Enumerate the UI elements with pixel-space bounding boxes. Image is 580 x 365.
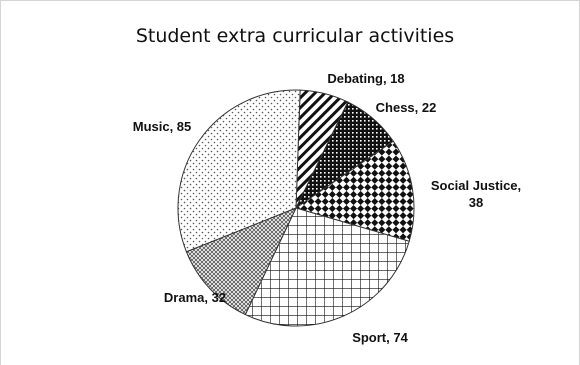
pie-slices: [177, 89, 415, 327]
pie-label-social-justice: Social Justice, 38: [431, 178, 521, 210]
chart-title: Student extra curricular activities: [136, 25, 454, 47]
pie-label-chess: Chess, 22: [376, 100, 437, 115]
pie-slice-drama: [185, 207, 297, 316]
pie-labels: Debating, 18 Chess, 22 Social Justice, 38 Sp…: [133, 71, 521, 345]
pie-label-line: Social Justice,: [431, 178, 521, 193]
pie-label-line: 38: [469, 195, 483, 210]
pie-label-sport: Sport, 74: [352, 330, 408, 345]
pie-label-line: Drama, 32: [164, 290, 226, 305]
pie-label-music: Music, 85: [133, 119, 192, 134]
pie-label-drama: Drama, 32: [164, 290, 226, 305]
pie-label-line: Sport, 74: [352, 330, 408, 345]
pie-label-debating: Debating, 18: [327, 71, 404, 86]
pie-slice-music: [177, 89, 301, 253]
pie-label-line: Debating, 18: [327, 71, 404, 86]
pie-label-line: Chess, 22: [376, 100, 437, 115]
pie-label-line: Music, 85: [133, 119, 192, 134]
pie-slice-sport: [244, 207, 410, 327]
